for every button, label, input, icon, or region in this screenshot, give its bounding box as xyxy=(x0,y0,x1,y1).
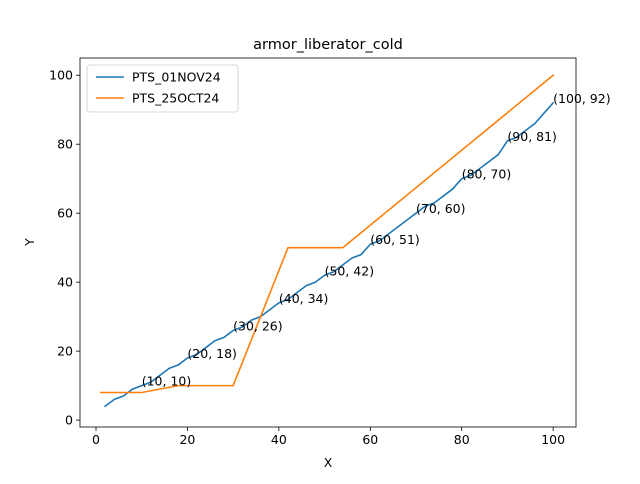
x-tick-label: 100 xyxy=(541,432,565,447)
legend-box xyxy=(86,64,239,113)
data-label: (80, 70) xyxy=(462,167,512,182)
legend-label: PTS_01NOV24 xyxy=(132,70,221,85)
data-label: (70, 60) xyxy=(416,201,466,216)
x-tick-label: 60 xyxy=(362,432,378,447)
y-axis-label: Y xyxy=(22,238,37,247)
x-tick-label: 20 xyxy=(179,432,195,447)
y-tick-label: 100 xyxy=(49,68,73,83)
data-label: (30, 26) xyxy=(233,318,283,333)
data-label: (50, 42) xyxy=(325,263,375,278)
x-tick-label: 0 xyxy=(92,432,100,447)
y-tick-label: 60 xyxy=(57,206,73,221)
x-tick-label: 80 xyxy=(454,432,470,447)
data-label: (60, 51) xyxy=(370,232,420,247)
axes-frame xyxy=(79,57,577,428)
series-line-2 xyxy=(99,74,555,394)
y-tick-label: 20 xyxy=(57,344,73,359)
plot-area: (10, 10) (20, 18) (30, 26) (40, 34) (50, 42)… xyxy=(49,57,611,447)
series-line-1 xyxy=(104,101,555,408)
y-tick-label: 40 xyxy=(57,275,73,290)
x-tick-label: 40 xyxy=(271,432,287,447)
data-label: (40, 34) xyxy=(279,291,329,306)
y-tick-label: 80 xyxy=(57,137,73,152)
legend: PTS_01NOV24 PTS_25OCT24 xyxy=(86,64,239,113)
x-axis-label: X xyxy=(324,455,333,470)
data-label: (10, 10) xyxy=(142,374,192,389)
data-label: (100, 92) xyxy=(553,91,610,106)
legend-label: PTS_25OCT24 xyxy=(132,91,219,106)
data-label: (20, 18) xyxy=(187,346,237,361)
y-tick-label: 0 xyxy=(65,413,73,428)
data-label: (90, 81) xyxy=(507,129,557,144)
chart-title: armor_liberator_cold xyxy=(253,37,403,53)
